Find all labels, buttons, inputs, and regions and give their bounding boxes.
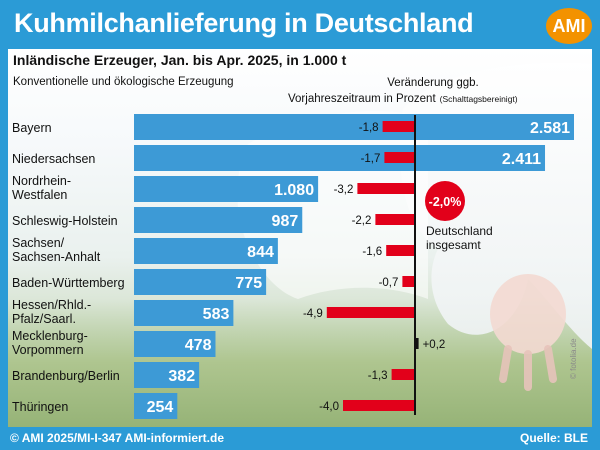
category-label-line: Thüringen xyxy=(12,400,68,414)
total-change-badge xyxy=(425,181,465,221)
change-value-label: -2,2 xyxy=(352,215,372,227)
footer-copyright: © AMI 2025/MI-I-347 AMI-informiert.de xyxy=(10,431,224,445)
chart-subtitle-main: Inländische Erzeuger, Jan. bis Apr. 2025… xyxy=(13,52,347,68)
category-label-line: Westfalen xyxy=(12,188,67,202)
change-bar xyxy=(415,338,419,349)
category-label-line: Vorpommern xyxy=(12,343,84,357)
category-label-line: Sachsen-Anhalt xyxy=(12,250,101,264)
category-label: Hessen/Rhld.-Pfalz/Saarl. xyxy=(12,298,91,326)
production-value-label: 382 xyxy=(168,368,195,385)
category-label-line: Pfalz/Saarl. xyxy=(12,312,76,326)
change-bar xyxy=(382,121,415,132)
production-bar xyxy=(134,331,216,357)
category-label: Baden-Württemberg xyxy=(12,276,125,290)
change-bar xyxy=(357,183,415,194)
change-header-main: Vorjahreszeitraum in Prozent xyxy=(288,93,436,105)
change-bar xyxy=(326,307,415,318)
production-bar xyxy=(134,145,546,171)
change-value-label: +0,2 xyxy=(423,339,446,351)
production-bar xyxy=(134,207,303,233)
change-value-label: -1,7 xyxy=(361,153,381,165)
change-value-label: -3,2 xyxy=(334,184,354,196)
ami-logo: AMI xyxy=(546,8,592,44)
category-label-line: Niedersachsen xyxy=(12,152,95,166)
chart-panel: © fotolia.de Inländische Erzeuger, Jan. … xyxy=(8,49,592,427)
category-label-line: Brandenburg/Berlin xyxy=(12,369,120,383)
production-bar xyxy=(134,176,319,202)
production-bar xyxy=(134,300,234,326)
change-value-label: -1,3 xyxy=(368,370,388,382)
production-bar xyxy=(134,238,278,264)
category-label-line: Sachsen/ xyxy=(12,236,65,250)
chart-row: Hessen/Rhld.-Pfalz/Saarl. 583 -4,9 xyxy=(12,298,415,326)
category-label-line: Bayern xyxy=(12,121,52,135)
chart-subtitle-note: Konventionelle und ökologische Erzeugung xyxy=(13,76,234,88)
change-bar xyxy=(386,245,415,256)
bar-chart: Inländische Erzeuger, Jan. bis Apr. 2025… xyxy=(12,52,574,419)
production-value-label: 1.080 xyxy=(274,182,314,199)
photo-credit-watermark: © fotolia.de xyxy=(569,338,578,379)
production-value-label: 987 xyxy=(272,213,299,230)
change-value-label: -1,6 xyxy=(362,246,382,258)
change-value-label: -0,7 xyxy=(379,277,399,289)
chart-rows: Bayern 2.581 -1,8 Niedersachsen 2.411 -1,7 Nor… xyxy=(12,114,574,419)
total-change-value: -2,0% xyxy=(429,195,462,209)
production-value-label: 583 xyxy=(203,306,230,323)
total-change-text-line1: Deutschland xyxy=(426,224,493,238)
category-label: Schleswig-Holstein xyxy=(12,214,118,228)
change-value-label: -4,0 xyxy=(319,401,339,413)
production-value-label: 844 xyxy=(247,244,274,261)
chart-title: Kuhmilchanlieferung in Deutschland xyxy=(14,8,474,38)
production-value-label: 254 xyxy=(147,399,174,416)
change-bar xyxy=(375,214,415,225)
chart-row: Baden-Württemberg 775 -0,7 xyxy=(12,269,415,295)
chart-row: Sachsen/Sachsen-Anhalt 844 -1,6 xyxy=(12,236,415,264)
category-label: Mecklenburg-Vorpommern xyxy=(12,329,88,357)
footer-source: Quelle: BLE xyxy=(519,431,588,445)
chart-row: Thüringen 254 -4,0 xyxy=(12,393,415,419)
production-bar xyxy=(134,269,267,295)
category-label: Sachsen/Sachsen-Anhalt xyxy=(12,236,101,264)
production-value-label: 2.581 xyxy=(530,120,570,137)
production-value-label: 478 xyxy=(185,337,212,354)
chart-row: Schleswig-Holstein 987 -2,2 xyxy=(12,207,415,233)
production-value-label: 2.411 xyxy=(502,151,541,168)
total-change-text-line2: insgesamt xyxy=(426,238,481,252)
change-bar xyxy=(391,369,415,380)
change-bar xyxy=(384,152,415,163)
category-label: Bayern xyxy=(12,121,52,135)
change-header-line1: Veränderung ggb. xyxy=(387,77,478,89)
chart-row: Niedersachsen 2.411 -1,7 xyxy=(12,145,546,171)
category-label-line: Schleswig-Holstein xyxy=(12,214,118,228)
chart-row: Mecklenburg-Vorpommern 478 +0,2 xyxy=(12,329,445,357)
category-label: Niedersachsen xyxy=(12,152,95,166)
category-label: Brandenburg/Berlin xyxy=(12,369,120,383)
change-header-note: (Schalttagsbereinigt) xyxy=(440,94,518,104)
category-label: Thüringen xyxy=(12,400,68,414)
change-bar xyxy=(402,276,415,287)
category-label-line: Baden-Württemberg xyxy=(12,276,125,290)
change-bar xyxy=(343,400,415,411)
category-label: Nordrhein-Westfalen xyxy=(12,174,71,202)
change-value-label: -1,8 xyxy=(359,122,379,134)
category-label-line: Mecklenburg- xyxy=(12,329,88,343)
production-value-label: 775 xyxy=(235,275,262,292)
production-bar xyxy=(134,362,200,388)
category-label-line: Nordrhein- xyxy=(12,174,71,188)
chart-row: Bayern 2.581 -1,8 xyxy=(12,114,574,140)
change-value-label: -4,9 xyxy=(303,308,323,320)
change-header-line2: Vorjahreszeitraum in Prozent (Schalttagsb… xyxy=(288,93,518,105)
category-label-line: Hessen/Rhld.- xyxy=(12,298,91,312)
chart-row: Brandenburg/Berlin 382 -1,3 xyxy=(12,362,415,388)
chart-row: Nordrhein-Westfalen 1.080 -3,2 xyxy=(12,174,415,202)
production-bar xyxy=(134,393,178,419)
production-bar xyxy=(134,114,574,140)
